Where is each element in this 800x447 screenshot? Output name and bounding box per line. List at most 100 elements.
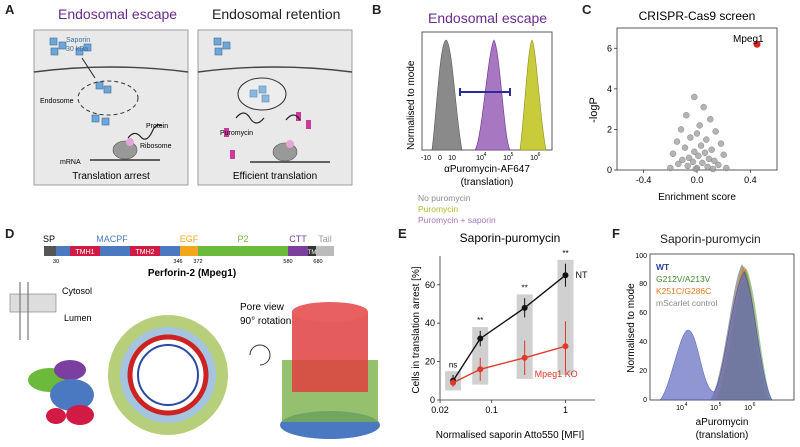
e-xtick-label: 0.1 [485, 405, 498, 415]
e-series-label-ko: Mpeg1 KO [535, 369, 578, 379]
monomer-structure [28, 360, 94, 425]
svg-text:30: 30 [53, 259, 59, 265]
e-ytick-label: 20 [425, 357, 435, 367]
c-point [708, 146, 715, 153]
e-point [450, 379, 457, 386]
rotation-arrow-icon [249, 344, 271, 366]
e-point [521, 304, 528, 311]
e-point [562, 272, 569, 279]
c-point [667, 164, 674, 172]
e-ytick-label: 60 [425, 280, 435, 290]
arrow-icon [81, 57, 96, 79]
histogram-no-puromycin [431, 39, 463, 151]
c-point [684, 162, 691, 170]
f-ytick: 80 [639, 281, 647, 288]
c-point [720, 151, 727, 158]
e-xtick-label: 1 [563, 405, 568, 415]
c-point [669, 150, 677, 157]
e-significance-label: ns [449, 360, 457, 369]
f-legend-3: mScarlet control [656, 298, 718, 308]
f-ytick: 60 [639, 310, 647, 317]
svg-text:5: 5 [719, 402, 722, 408]
svg-text:346: 346 [173, 259, 182, 265]
domain-tm [308, 246, 316, 256]
c-point [675, 160, 682, 168]
panel-e-letter: E [398, 226, 407, 241]
b-legend-0: No puromycin [418, 193, 471, 203]
saporin-kda-label: 30 kDa [66, 46, 88, 53]
f-ylabel: Normalised to mode [626, 283, 637, 373]
panel-c-letter: C [582, 2, 592, 17]
panel-a-letter: A [5, 2, 15, 17]
domain-p2 [198, 246, 288, 256]
label-tmh1: TMH1 [75, 249, 94, 256]
histogram-puromycin-saporin [474, 39, 511, 151]
b-tick: 10 [503, 155, 511, 162]
panel-f-title: Saporin-puromycin [660, 232, 761, 246]
c-xtick-label: 0.4 [744, 175, 757, 185]
panel-b-histogram: -10 0 10 10 4 10 5 10 6 Normalised to mode … [406, 31, 553, 225]
panel-b-title: Endosomal escape [428, 10, 548, 26]
c-xlabel: Enrichment score [658, 192, 736, 203]
c-point [691, 93, 698, 101]
endosome-left [77, 80, 139, 116]
panel-a-left-title: Endosomal escape [58, 6, 178, 22]
protein-name: Perforin-2 (Mpeg1) [148, 268, 236, 279]
f-ytick: 40 [639, 339, 647, 346]
svg-text:372: 372 [193, 259, 202, 265]
c-point [703, 136, 710, 143]
label-tm: TM [308, 250, 317, 256]
b-ylabel: Normalised to mode [406, 60, 417, 150]
c-point [705, 155, 713, 163]
b-tick: 0 [438, 155, 442, 162]
panel-a-diagram: Saporin 30 kDa Endosome Protein Ribosome… [33, 29, 353, 186]
b-tick: 10 [448, 155, 456, 162]
panel-a-right-title: Endosomal retention [212, 6, 341, 22]
panel-f-histogram: 0 20 40 60 80 100 10 4 10 5 10 6 WT G212V/A… [626, 253, 795, 441]
e-title: Saporin-puromycin [460, 231, 561, 245]
c-point [723, 164, 730, 172]
e-significance-label: ** [562, 249, 568, 258]
panel-f-letter: F [612, 226, 620, 241]
b-legend-1: Puromycin [418, 204, 458, 214]
domain-tmh1 [70, 246, 100, 256]
b-tick: -10 [421, 155, 431, 162]
pore-top-view [108, 315, 228, 435]
svg-text:5: 5 [511, 152, 514, 158]
svg-text:10: 10 [676, 405, 684, 412]
c-ytick-label: 0 [607, 165, 612, 175]
pore-side-view [280, 302, 380, 439]
c-ytick-label: 4 [607, 84, 612, 94]
e-point [562, 343, 569, 350]
c-xtick-label: -0.4 [636, 175, 652, 185]
domain-sp [44, 246, 56, 256]
saporin-icon [49, 37, 112, 126]
c-point [683, 112, 690, 119]
domain-tmh2 [130, 246, 160, 256]
puromycin-label: Puromycin [220, 130, 253, 137]
pore-view-label: Pore view [240, 302, 285, 313]
protein-chain-left [127, 124, 163, 140]
protein-label: Protein [146, 123, 168, 130]
panel-d-letter: D [5, 226, 15, 241]
cell-box-left [33, 29, 189, 186]
panel-d-diagram: SP TMH1 MACPF TMH2 EGF P2 CTT TM Tail 30… [9, 234, 380, 439]
e-ytick-label: 40 [425, 318, 435, 328]
c-point [701, 149, 709, 156]
right-caption: Efficient translation [233, 171, 317, 182]
c-point [700, 103, 707, 111]
e-point [477, 366, 484, 373]
b-xlabel: αPuromycin-AF647 [444, 164, 530, 175]
panel-b-letter: B [372, 2, 382, 17]
e-line-mpeg1-ko [452, 345, 566, 384]
c-point [695, 152, 702, 160]
c-highlight-point [753, 40, 761, 48]
svg-text:10: 10 [710, 405, 718, 412]
b-legend-2: Puromycin + saporin [418, 215, 496, 225]
c-point [673, 138, 681, 145]
svg-text:4: 4 [484, 152, 487, 158]
c-point [689, 158, 697, 166]
e-range-band [516, 294, 533, 379]
f-legend-0: WT [656, 262, 670, 272]
histogram-puromycin [519, 39, 547, 151]
